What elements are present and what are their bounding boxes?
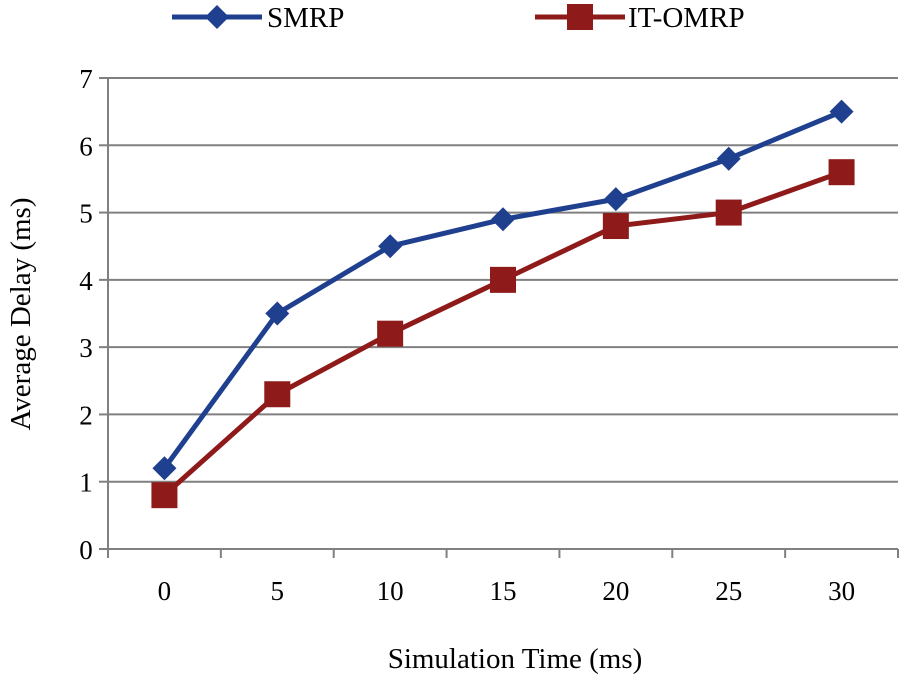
data-point-it-omrp-25	[715, 199, 742, 226]
y-tick-label-1: 1	[79, 468, 93, 498]
data-point-smrp-15	[491, 207, 515, 232]
y-tick-label-3: 3	[79, 333, 93, 363]
axes	[99, 77, 899, 558]
legend-label-it-omrp: IT-OMRP	[628, 2, 745, 34]
y-tick-label-6: 6	[79, 131, 93, 161]
x-tick-label-20: 20	[602, 576, 629, 606]
data-point-it-omrp-10	[377, 320, 404, 347]
legend-marker-it-omrp	[567, 4, 593, 30]
legend: SMRP IT-OMRP	[172, 2, 745, 34]
data-point-smrp-5	[265, 301, 290, 326]
data-point-it-omrp-15	[490, 266, 516, 293]
x-tick-label-15: 15	[490, 576, 517, 606]
y-tick-labels: 0 1 2 3 4 5 6 7	[79, 64, 93, 565]
legend-item-it-omrp: IT-OMRP	[535, 2, 745, 34]
data-point-smrp-30	[829, 99, 854, 124]
y-tick-label-0: 0	[79, 535, 93, 565]
x-axis-title: Simulation Time (ms)	[388, 643, 643, 675]
y-tick-label-7: 7	[79, 64, 93, 94]
data-point-smrp-0	[152, 456, 177, 481]
x-tick-labels: 0 5 10 15 20 25 30	[158, 576, 855, 606]
x-tick-label-0: 0	[158, 576, 172, 606]
series-markers	[151, 99, 855, 509]
data-point-smrp-20	[603, 187, 628, 212]
y-tick-label-4: 4	[79, 266, 93, 296]
data-point-smrp-25	[716, 146, 741, 171]
series-lines	[162, 109, 843, 498]
legend-marker-smrp	[205, 5, 229, 29]
x-tick-label-30: 30	[828, 576, 855, 606]
y-tick-label-5: 5	[79, 199, 93, 229]
x-tick-label-25: 25	[715, 576, 742, 606]
data-point-it-omrp-0	[151, 482, 178, 509]
y-tick-label-2: 2	[79, 400, 93, 430]
data-point-it-omrp-5	[264, 381, 291, 408]
x-tick-label-10: 10	[377, 576, 404, 606]
x-tick-label-5: 5	[271, 576, 285, 606]
legend-label-smrp: SMRP	[267, 2, 344, 34]
data-point-it-omrp-30	[828, 159, 855, 186]
data-point-it-omrp-20	[602, 213, 629, 240]
y-axis-title: Average Delay (ms)	[5, 198, 37, 431]
data-point-smrp-10	[378, 234, 403, 259]
legend-item-smrp: SMRP	[172, 2, 344, 34]
